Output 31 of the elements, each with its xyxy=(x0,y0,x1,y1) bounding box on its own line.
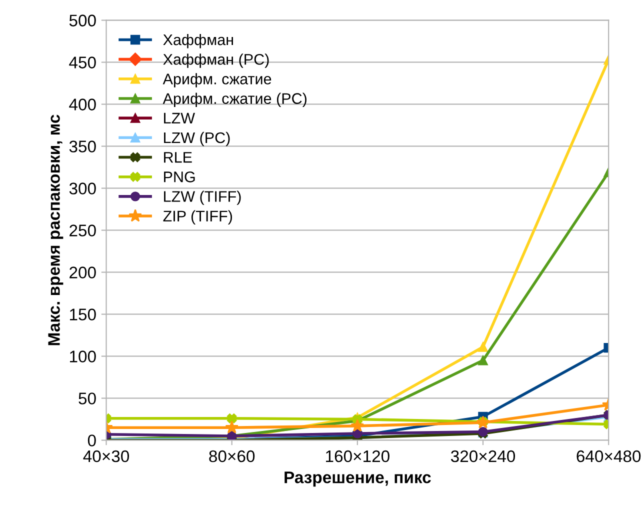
legend-label: Хаффман (PC) xyxy=(163,54,269,68)
y-tick-label: 300 xyxy=(69,182,96,194)
y-tick-label: 400 xyxy=(69,98,96,110)
legend-label: LZW (PC) xyxy=(164,132,230,146)
point xyxy=(226,414,237,424)
x-tick-label: 320×240 xyxy=(450,450,516,462)
y-tick-label: 50 xyxy=(78,392,96,404)
y-tick-label: 450 xyxy=(69,56,96,68)
y-tick-label: 100 xyxy=(70,350,96,362)
x-axis-title: Разрешение, пикс xyxy=(284,472,431,487)
y-tick-label: 350 xyxy=(69,140,96,152)
y-tick-label: 150 xyxy=(70,308,96,320)
y-tick-label: 200 xyxy=(70,266,96,278)
x-tick-label: 640×480 xyxy=(576,450,641,462)
x-tick-label: 40×30 xyxy=(83,450,130,462)
legend-label: Арифм. сжатие xyxy=(162,73,272,88)
legend-label: Арифм. сжатие (PC) xyxy=(162,92,306,107)
point xyxy=(225,420,238,434)
legend-label: RLE xyxy=(164,152,192,163)
y-tick-label: 500 xyxy=(69,14,96,26)
legend-label: Хаффман xyxy=(163,34,233,48)
x-tick-label: 80×60 xyxy=(209,450,255,462)
legend-label: PNG xyxy=(164,172,195,182)
x-tick-label: 160×120 xyxy=(326,450,390,462)
y-axis-title: Макс. время распаковки, мс xyxy=(48,114,64,346)
legend-label: ZIP (TIFF) xyxy=(163,210,232,225)
legend-label: LZW xyxy=(164,112,195,124)
y-tick-label: 250 xyxy=(70,224,96,236)
legend-label: LZW (TIFF) xyxy=(164,190,241,205)
point xyxy=(350,418,364,432)
y-tick-label: 0 xyxy=(88,434,96,446)
